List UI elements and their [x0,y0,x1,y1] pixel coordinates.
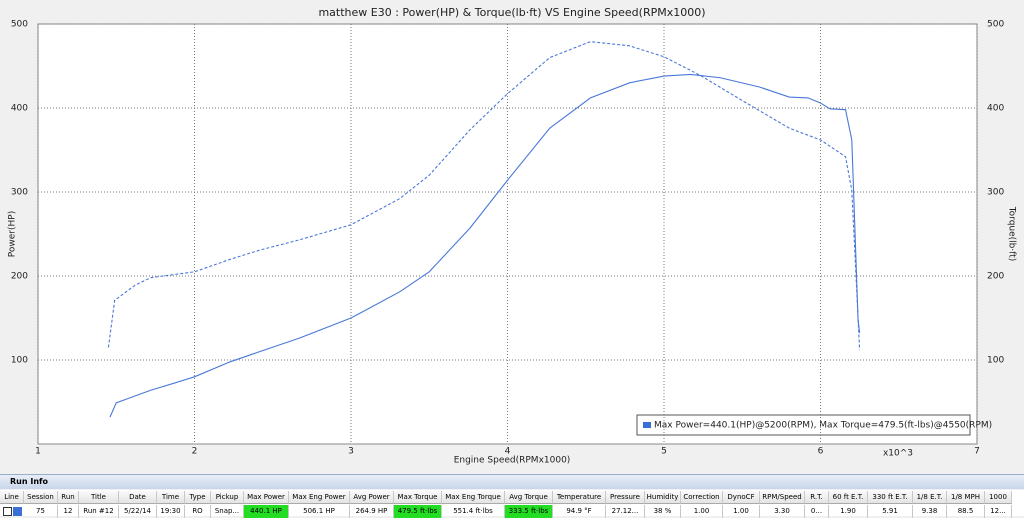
column-header[interactable]: Line [0,491,24,504]
table-cell: 479.5 ft·lbs [394,505,442,518]
x-multiplier: x10^3 [883,449,913,459]
x-tick-label: 4 [505,447,511,457]
x-tick-label: 7 [974,447,980,457]
column-header[interactable]: 1/8 E.T. [913,491,947,504]
y2-tick-label: 300 [987,188,1004,198]
column-header[interactable]: Max Eng Torque [442,491,505,504]
series-line [109,73,861,418]
column-header[interactable]: 1000 [985,491,1012,504]
column-header[interactable]: Pressure [606,491,645,504]
column-header[interactable]: Humidity [645,491,681,504]
table-cell: 440.1 HP [244,505,289,518]
y2-tick-label: 200 [987,272,1004,282]
table-cell: 1.00 [681,505,723,518]
table-cell: 333.5 ft·lbs [505,505,553,518]
column-header[interactable]: Date [119,491,157,504]
y2-tick-label: 100 [987,356,1004,366]
panel-title: Run Info [10,477,48,486]
x-tick-label: 5 [661,447,667,457]
table-cell: 1.00 [723,505,760,518]
checkbox[interactable] [3,507,12,516]
x-axis-label: Engine Speed(RPMx1000) [454,456,571,466]
legend-text: Max Power=440.1(HP)@5200(RPM), Max Torqu… [654,421,992,431]
table-cell: Snap... [211,505,244,518]
x-tick-label: 1 [35,447,41,457]
x-tick-label: 6 [818,447,824,457]
run-table: Line Session 75 Run 12 Title Run #12 Date 5/22/1… [0,490,1024,518]
x-tick-label: 3 [348,447,354,457]
table-cell: 506.1 HP [289,505,350,518]
y-tick-label: 100 [11,356,28,366]
table-cell: 3.30 [760,505,805,518]
y-tick-label: 400 [11,104,28,114]
chart: matthew E30 : Power(HP) & Torque(lb·ft) … [8,6,1017,466]
table-cell: 264.9 HP [350,505,394,518]
table-cell: 12... [985,505,1012,518]
column-header[interactable]: RPM/Speed [760,491,805,504]
column-header[interactable]: Title [79,491,119,504]
y-tick-label: 300 [11,188,28,198]
table-cell: 551.4 ft·lbs [442,505,505,518]
table-cell: 12 [58,505,79,518]
table-cell: 0... [805,505,829,518]
table-cell: 27.12... [606,505,645,518]
column-header[interactable]: Max Power [244,491,289,504]
table-cell: 19:30 [157,505,185,518]
column-header[interactable]: Type [185,491,211,504]
legend-box [636,414,971,436]
column-header[interactable]: Correction [681,491,723,504]
column-header[interactable]: 1/8 MPH [947,491,985,504]
table-cell: 1.90 [829,505,868,518]
column-header[interactable]: Max Torque [394,491,442,504]
y2-tick-label: 500 [987,20,1004,30]
column-header[interactable]: R.T. [805,491,829,504]
column-header[interactable]: Avg Torque [505,491,553,504]
table-cell: 94.9 °F [553,505,606,518]
table-cell: 75 [24,505,58,518]
table-cell: 5.91 [868,505,913,518]
legend-swatch [643,422,651,428]
column-header[interactable]: Avg Power [350,491,394,504]
column-header[interactable]: Run [58,491,79,504]
table-cell: 9.38 [913,505,947,518]
table-cell: 5/22/14 [119,505,157,518]
y-tick-label: 500 [11,20,28,30]
column-header[interactable]: Time [157,491,185,504]
column-header[interactable]: 60 ft E.T. [829,491,868,504]
run-color [13,507,22,516]
chart-title: matthew E30 : Power(HP) & Torque(lb·ft) … [318,6,705,19]
y2-axis-label: Torque(lb·ft) [1007,206,1017,262]
series-line [107,41,861,350]
table-cell: Run #12 [79,505,119,518]
y-axis-label: Power(HP) [8,211,18,257]
table-cell: 88.5 [947,505,985,518]
column-header[interactable]: 330 ft E.T. [868,491,913,504]
x-tick-label: 2 [192,447,198,457]
column-header[interactable]: Max Eng Power [289,491,350,504]
column-header[interactable]: DynoCF [723,491,760,504]
column-header[interactable]: Pickup [211,491,244,504]
table-cell: RO [185,505,211,518]
y-tick-label: 200 [11,272,28,282]
panel-header: Run Info [0,474,1024,489]
y2-tick-label: 400 [987,104,1004,114]
table-cell: 38 % [645,505,681,518]
column-header[interactable]: Temperature [553,491,606,504]
column-header[interactable]: Session [24,491,58,504]
